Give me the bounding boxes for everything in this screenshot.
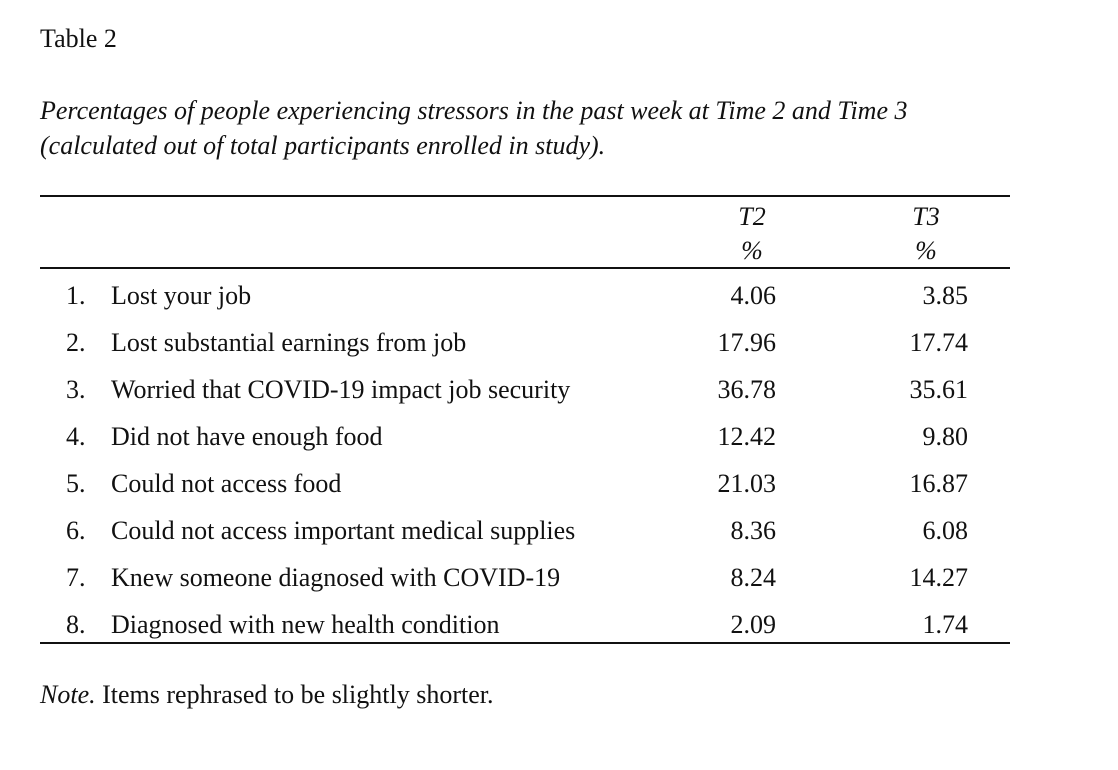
row-value-t3: 16.87 xyxy=(909,469,969,498)
table-row: 5. Could not access food 21.03 16.87 xyxy=(0,460,1118,507)
row-item: Did not have enough food xyxy=(111,422,383,451)
row-value-t3: 17.74 xyxy=(909,328,969,357)
table-row: 1. Lost your job 4.06 3.85 xyxy=(0,272,1118,319)
row-value-t3: 35.61 xyxy=(909,375,969,404)
table-bottom-rule xyxy=(40,642,1010,644)
row-item: Worried that COVID-19 impact job securit… xyxy=(111,375,571,404)
column-header-t2: T2 % xyxy=(712,200,792,268)
column-header-t2-name: T2 xyxy=(738,202,766,231)
row-value-t3: 6.08 xyxy=(922,516,969,545)
table-row: 7. Knew someone diagnosed with COVID-19 … xyxy=(0,554,1118,601)
row-value-t3: 9.80 xyxy=(922,422,969,451)
column-header-t3-unit: % xyxy=(915,236,937,265)
row-item: Could not access important medical suppl… xyxy=(111,516,576,545)
row-item: Lost your job xyxy=(111,281,252,310)
row-value-t2: 8.24 xyxy=(730,563,777,592)
row-value-t3: 1.74 xyxy=(922,610,969,639)
table-row: 2. Lost substantial earnings from job 17… xyxy=(0,319,1118,366)
table-note: Note. Items rephrased to be slightly sho… xyxy=(40,680,493,710)
row-value-t2: 4.06 xyxy=(730,281,777,310)
row-number: 8. xyxy=(66,610,86,639)
table-row: 8. Diagnosed with new health condition 2… xyxy=(0,601,1118,648)
table-row: 4. Did not have enough food 12.42 9.80 xyxy=(0,413,1118,460)
row-number: 4. xyxy=(66,422,86,451)
row-item: Lost substantial earnings from job xyxy=(111,328,467,357)
row-number: 2. xyxy=(66,328,86,357)
column-header-t3: T3 % xyxy=(886,200,966,268)
row-item: Knew someone diagnosed with COVID-19 xyxy=(111,563,561,592)
column-header-t3-name: T3 xyxy=(912,202,940,231)
row-number: 3. xyxy=(66,375,86,404)
table-body: 1. Lost your job 4.06 3.85 2. Lost subst… xyxy=(0,272,1118,648)
note-label: Note. xyxy=(40,680,96,709)
row-number: 1. xyxy=(66,281,86,310)
row-value-t2: 17.96 xyxy=(717,328,777,357)
row-value-t2: 12.42 xyxy=(717,422,777,451)
note-text: Items rephrased to be slightly shorter. xyxy=(95,680,494,709)
table-row: 6. Could not access important medical su… xyxy=(0,507,1118,554)
row-number: 7. xyxy=(66,563,86,592)
row-item: Diagnosed with new health condition xyxy=(111,610,500,639)
row-value-t3: 14.27 xyxy=(909,563,969,592)
row-value-t2: 2.09 xyxy=(730,610,777,639)
row-value-t2: 21.03 xyxy=(717,469,777,498)
table-label: Table 2 xyxy=(40,24,117,53)
row-number: 6. xyxy=(66,516,86,545)
table-header-rule xyxy=(40,267,1010,269)
row-value-t3: 3.85 xyxy=(922,281,969,310)
column-header-t2-unit: % xyxy=(741,236,763,265)
caption-line-1: Percentages of people experiencing stres… xyxy=(40,96,908,125)
table-caption: Percentages of people experiencing stres… xyxy=(40,93,1100,163)
table-row: 3. Worried that COVID-19 impact job secu… xyxy=(0,366,1118,413)
row-value-t2: 36.78 xyxy=(717,375,777,404)
row-value-t2: 8.36 xyxy=(730,516,777,545)
table-top-rule xyxy=(40,195,1010,197)
caption-line-2: (calculated out of total participants en… xyxy=(40,131,606,160)
row-number: 5. xyxy=(66,469,86,498)
row-item: Could not access food xyxy=(111,469,342,498)
